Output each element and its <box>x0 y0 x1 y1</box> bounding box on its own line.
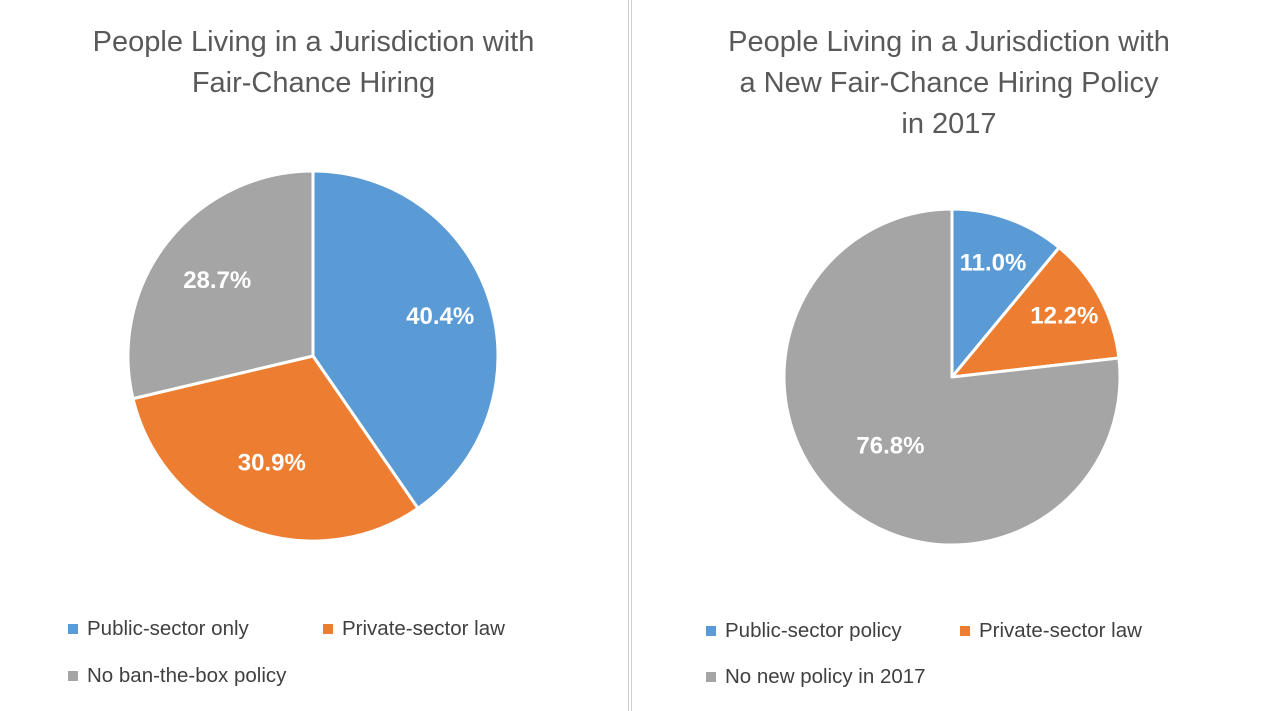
data-label: 40.4% <box>406 303 474 330</box>
legend-swatch-orange <box>960 626 970 636</box>
slice-private-sector-law <box>950 246 1121 379</box>
legend-swatch-blue <box>706 626 716 636</box>
chart-2-title: People Living in a Jurisdiction with a N… <box>728 26 1170 140</box>
slice-private-sector-law <box>131 354 420 543</box>
chart-panel-1: People Living in a Jurisdiction with Fai… <box>0 0 627 711</box>
legend-item-public-sector-policy: Public-sector policy <box>706 619 902 643</box>
data-label: 28.7% <box>183 267 251 294</box>
slice-public-sector-only <box>311 169 500 510</box>
slice-public-sector-policy <box>950 207 1061 379</box>
chart-1-pie: 40.4% 30.9% 28.7% <box>126 169 500 543</box>
data-label: 12.2% <box>1030 303 1098 330</box>
slice-no-new-policy-in-2017 <box>782 207 1122 547</box>
data-label: 30.9% <box>238 450 306 477</box>
chart-2-pie: 11.0%12.2% 76.8% <box>782 207 1122 547</box>
panel-divider <box>628 0 632 711</box>
legend-item-private-sector-law: Private-sector law <box>323 617 505 641</box>
data-label: 76.8% <box>856 432 924 459</box>
legend-swatch-blue <box>68 624 78 634</box>
data-label: 11.0% <box>960 250 1027 277</box>
chart-panel-2: People Living in a Jurisdiction with a N… <box>633 0 1265 711</box>
legend-label: No new policy in 2017 <box>725 665 926 688</box>
legend-item-private-sector-law: Private-sector law <box>960 619 1142 643</box>
legend-item-public-sector-only: Public-sector only <box>68 617 249 641</box>
legend-label: Private-sector law <box>342 617 505 640</box>
legend-swatch-gray <box>68 671 78 681</box>
legend-label: Public-sector policy <box>725 619 902 642</box>
legend-swatch-gray <box>706 672 716 682</box>
slice-no-ban-the-box-policy <box>126 169 315 401</box>
legend-label: Private-sector law <box>979 619 1142 642</box>
legend-item-no-new-policy-in-2017: No new policy in 2017 <box>706 665 926 689</box>
chart-1-title: People Living in a Jurisdiction with Fai… <box>92 26 535 99</box>
legend-item-no-ban-the-box-policy: No ban-the-box policy <box>68 664 286 688</box>
legend-swatch-orange <box>323 624 333 634</box>
legend-label: Public-sector only <box>87 617 249 640</box>
legend-label: No ban-the-box policy <box>87 664 287 687</box>
